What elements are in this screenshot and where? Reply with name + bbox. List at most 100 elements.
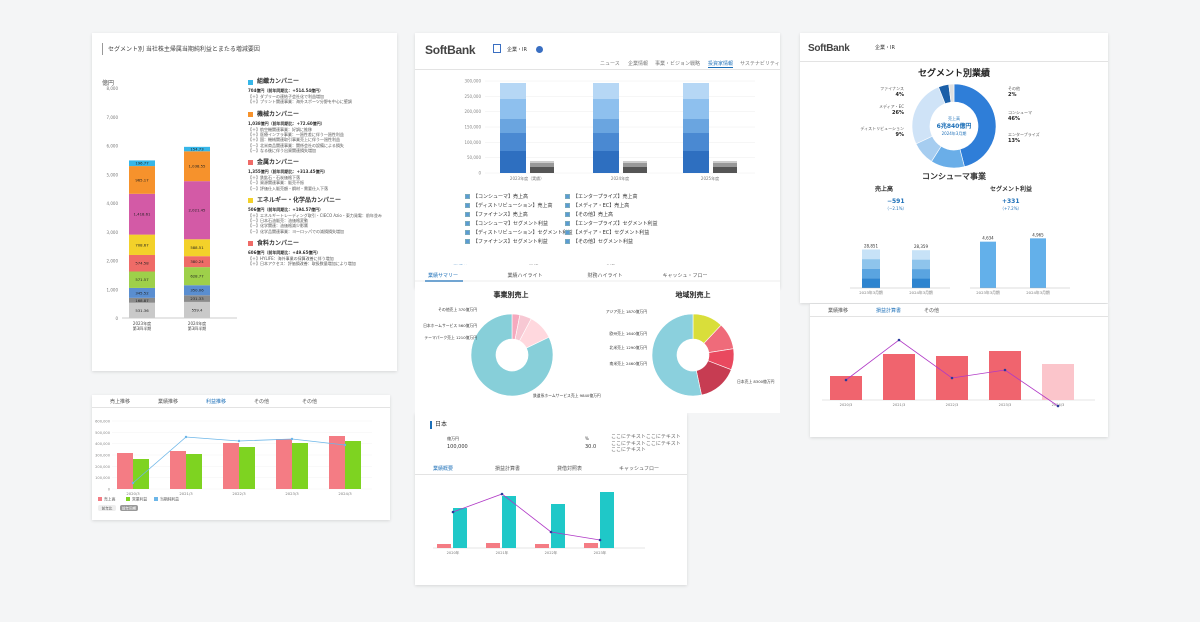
segment-item: 【－】日本石油販売：油価格変動 — [248, 218, 308, 224]
segment-block: 組織カンパニー 704億円（前年同期比：+514.54億円） 【＋】ダブリーの連結子… — [248, 78, 393, 105]
japan-tab[interactable]: 貸借対照表 — [557, 466, 583, 472]
sales-label: 売上高 — [875, 186, 894, 193]
japan-tab[interactable]: キャッシュフロー — [619, 466, 660, 472]
revenue-bar-segment — [593, 119, 619, 133]
trend-point — [290, 437, 294, 441]
sales-bar — [276, 439, 292, 489]
legend-checkbox[interactable] — [465, 221, 470, 226]
profit-bar-segment — [623, 161, 647, 163]
segment-heading: 機械カンパニー — [248, 111, 393, 119]
profit-bar — [1030, 238, 1046, 288]
y-tick-label: 100,000 — [464, 140, 481, 145]
x-tick-label: 2024年度 — [188, 320, 206, 326]
legend-checkbox[interactable] — [565, 203, 570, 208]
bar-value-label: 588.51 — [190, 245, 204, 250]
stacked-bar-chart: 億円8,000 7,000 6,000 5,000 4,000 3,000 2,000 1,0… — [102, 79, 237, 331]
segment-item: 【＋】国：機械関連取引事業売上に伴う一過性利益 — [248, 137, 340, 143]
nav-item[interactable]: 企業情報 — [628, 61, 649, 67]
breadcrumb-2[interactable]: 企業・IR — [875, 45, 895, 51]
japan-tab[interactable]: 業績概要 — [433, 466, 454, 472]
trend-point — [1003, 368, 1007, 372]
y-tick-label: 1,000 — [107, 287, 119, 292]
nav-item[interactable]: サステナビリティ — [740, 61, 780, 67]
segment-item: 【＋】日本アクセス：評価損改善：取扱数量増加により増加 — [248, 261, 356, 267]
revenue-bar-segment — [500, 133, 526, 151]
breadcrumb[interactable]: 企業・IR — [507, 47, 527, 53]
legend-item[interactable]: 【ファイナンス】セグメント利益 — [465, 238, 573, 245]
profit-tab[interactable]: 業績推移 — [828, 308, 849, 314]
legend-label: 【エンタープライズ】売上高 — [573, 194, 638, 200]
revenue-bar-segment — [683, 151, 709, 173]
legend-item[interactable]: 【エンタープライズ】売上高 — [565, 193, 658, 200]
stacked-bar-segment — [184, 181, 210, 240]
legend-checkbox[interactable] — [465, 203, 470, 208]
nav-item[interactable]: 事業・ビジョン戦略 — [655, 61, 701, 67]
softbank-logo[interactable]: SoftBank — [425, 43, 476, 57]
nav-item[interactable]: ニュース — [600, 61, 620, 67]
legend-item[interactable]: 【ファイナンス】売上高 — [465, 211, 573, 218]
bar-value-label: 965.17 — [135, 177, 149, 182]
trend-tab[interactable]: 売上推移 — [110, 399, 131, 405]
legend-checkbox[interactable] — [465, 230, 470, 235]
main-bar — [600, 492, 614, 548]
profit-tab[interactable]: 損益計算書 — [876, 308, 902, 314]
legend-label: 【ファイナンス】セグメント利益 — [473, 239, 548, 245]
legend-checkbox[interactable] — [465, 194, 470, 199]
legend-swatch — [98, 497, 102, 501]
sales-bar-segment — [862, 249, 880, 260]
legend-label: 【その他】売上高 — [573, 212, 614, 218]
legend-checkbox[interactable] — [465, 239, 470, 244]
sales-bar — [170, 451, 186, 489]
donut-label-name: ディストリビューション — [860, 125, 904, 131]
y-tick-label: 6,000 — [107, 144, 119, 149]
legend-item[interactable]: 【コンシューマ】セグメント利益 — [465, 220, 573, 227]
legend-checkbox[interactable] — [565, 230, 570, 235]
legend-item[interactable]: 【その他】セグメント利益 — [565, 238, 658, 245]
page-title: セグメント別業績 — [917, 69, 990, 79]
profit-label: セグメント利益 — [990, 186, 1033, 193]
y-tick-label: 7,000 — [107, 115, 119, 120]
softbank-consumer-panel: SoftBank 企業・IR セグメント別業績 売上高 6兆840億円 2024年3… — [800, 33, 1108, 303]
trend-tab[interactable]: 利益推移 — [206, 399, 227, 405]
sales-delta-pct: （−2.1%） — [885, 206, 907, 212]
segment-item: 【＋】プリント関連事業：海外スポーツ分野を中心に堅調 — [248, 99, 352, 105]
japan-tab[interactable]: 損益計算書 — [495, 466, 521, 472]
sales-bar-segment — [862, 278, 880, 288]
legend-label: 当期純利益 — [160, 497, 179, 502]
trend-tab[interactable]: その他 — [254, 399, 270, 405]
segment-item: 【＋】鉄鉱石・石炭価格下落 — [248, 175, 300, 181]
legend-item[interactable]: 【メディア・EC】セグメント利益 — [565, 229, 658, 236]
legend-checkbox[interactable] — [565, 239, 570, 244]
x-tick-label: 2023/3 — [999, 403, 1012, 407]
legend-item[interactable]: 【メディア・EC】売上高 — [565, 202, 658, 209]
softbank-logo-2[interactable]: SoftBank — [808, 43, 850, 54]
donut-center-value: 6兆840億円 — [937, 122, 972, 130]
pie-slice — [470, 313, 554, 397]
legend-checkbox[interactable] — [565, 221, 570, 226]
nav-item[interactable]: 投資家情報 — [708, 61, 734, 68]
profit-tab[interactable]: その他 — [924, 308, 940, 314]
info-icon[interactable] — [536, 46, 543, 53]
legend-item[interactable]: 【ディストリビューション】セグメント利益 — [465, 229, 573, 236]
legend-item[interactable]: 【コンシューマ】売上高 — [465, 193, 573, 200]
trend-point — [844, 378, 848, 382]
segment-block: エネルギー・化学品カンパニー 506億円（前年同期比：+194.57億円） 【＋】エ… — [248, 197, 393, 234]
revenue-bar-segment — [593, 133, 619, 151]
legend-item[interactable]: 【その他】売上高 — [565, 211, 658, 218]
menu-icon[interactable] — [493, 44, 501, 53]
toggle-button-label: 前年比 — [102, 506, 113, 511]
revenue-bar-segment — [593, 99, 619, 119]
legend-checkbox[interactable] — [565, 212, 570, 217]
legend-label: 【エンタープライズ】セグメント利益 — [573, 221, 658, 227]
pie-label: 日本売上 8300億万円 — [737, 379, 775, 384]
trend-tab[interactable]: その他 — [302, 399, 318, 405]
legend-checkbox[interactable] — [565, 194, 570, 199]
trend-tab[interactable]: 業績推移 — [158, 399, 179, 405]
legend-item[interactable]: 【ディストリビューション】売上高 — [465, 202, 573, 209]
legend-item[interactable]: 【エンタープライズ】セグメント利益 — [565, 220, 658, 227]
sales-bar-segment — [912, 278, 930, 288]
profit-bar — [980, 241, 996, 288]
revenue-bar-segment — [500, 83, 526, 99]
nav-divider-2 — [800, 61, 1108, 62]
legend-checkbox[interactable] — [465, 212, 470, 217]
